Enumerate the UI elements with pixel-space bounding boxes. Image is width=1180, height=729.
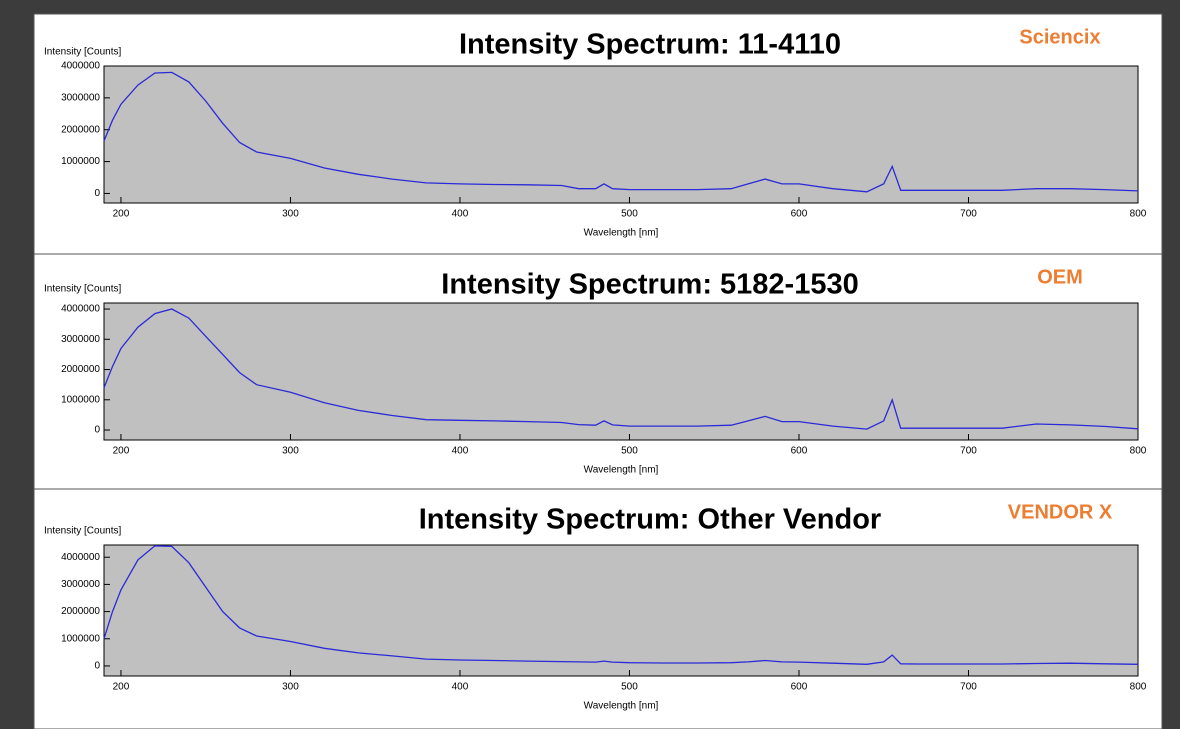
x-tick-label: 600 — [791, 209, 808, 220]
plot-area — [103, 544, 1139, 677]
x-tick-label: 700 — [960, 682, 977, 693]
x-tick-label: 300 — [282, 209, 299, 220]
x-tick-label: 500 — [621, 682, 638, 693]
chart-title: Intensity Spectrum: Other Vendor — [419, 504, 881, 536]
y-tick-label: 1000000 — [61, 633, 100, 644]
vendor-label: Sciencix — [1019, 26, 1100, 48]
x-tick-label: 700 — [960, 446, 977, 457]
y-tick-label: 4000000 — [61, 552, 100, 563]
x-tick-label: 600 — [791, 682, 808, 693]
plot-area — [103, 65, 1139, 204]
x-tick-label: 200 — [113, 446, 130, 457]
x-tick-label: 500 — [621, 209, 638, 220]
y-tick-label: 3000000 — [61, 579, 100, 590]
y-axis-label: Intensity [Counts] — [44, 47, 121, 58]
x-tick-label: 700 — [960, 209, 977, 220]
y-tick-label: 2000000 — [61, 364, 100, 375]
chart-title: Intensity Spectrum: 11-4110 — [459, 29, 841, 61]
x-axis-label: Wavelength [nm] — [584, 465, 659, 476]
chart-title: Intensity Spectrum: 5182-1530 — [441, 269, 858, 301]
spectrum-line — [103, 71, 1139, 193]
y-tick-label: 3000000 — [61, 334, 100, 345]
x-axis-label: Wavelength [nm] — [584, 701, 659, 712]
x-tick-label: 800 — [1130, 682, 1147, 693]
y-tick-label: 1000000 — [61, 156, 100, 167]
y-tick-label: 4000000 — [61, 304, 100, 315]
x-tick-label: 400 — [452, 446, 469, 457]
y-tick-label: 2000000 — [61, 124, 100, 135]
x-tick-label: 400 — [452, 209, 469, 220]
y-axis-label: Intensity [Counts] — [44, 526, 121, 537]
spectrum-line — [103, 545, 1139, 665]
plot-area — [103, 302, 1139, 441]
x-tick-label: 300 — [282, 446, 299, 457]
x-tick-label: 600 — [791, 446, 808, 457]
y-tick-label: 0 — [94, 425, 100, 436]
y-tick-label: 3000000 — [61, 93, 100, 104]
vendor-label: OEM — [1037, 266, 1083, 288]
x-tick-label: 800 — [1130, 209, 1147, 220]
vendor-label: VENDOR X — [1008, 501, 1113, 523]
y-tick-label: 0 — [94, 661, 100, 672]
y-tick-label: 4000000 — [61, 61, 100, 72]
y-tick-label: 1000000 — [61, 394, 100, 405]
y-tick-label: 0 — [94, 188, 100, 199]
x-tick-label: 800 — [1130, 446, 1147, 457]
x-tick-label: 200 — [113, 209, 130, 220]
y-tick-label: 2000000 — [61, 606, 100, 617]
x-tick-label: 300 — [282, 682, 299, 693]
x-tick-label: 200 — [113, 682, 130, 693]
y-axis-label: Intensity [Counts] — [44, 284, 121, 295]
spectrum-line — [103, 308, 1139, 430]
x-tick-label: 400 — [452, 682, 469, 693]
x-tick-label: 500 — [621, 446, 638, 457]
x-axis-label: Wavelength [nm] — [584, 228, 659, 239]
